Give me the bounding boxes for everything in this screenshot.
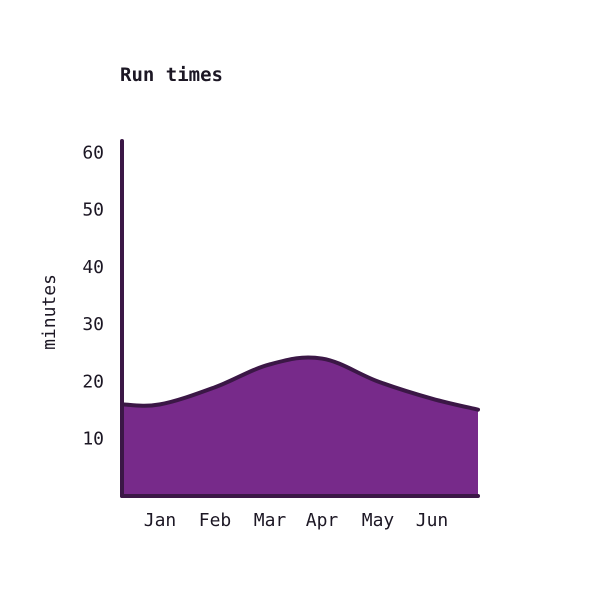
x-tick-label: Jan xyxy=(144,510,177,531)
y-tick-label: 20 xyxy=(82,371,104,392)
series-line xyxy=(120,355,480,412)
area-fill xyxy=(122,357,478,496)
chart-title: Run times xyxy=(120,64,223,86)
x-tick-label: Feb xyxy=(199,510,232,531)
y-tick-label: 30 xyxy=(82,314,104,335)
y-ticks-layer: 10 20 30 40 50 60 xyxy=(82,142,104,449)
y-tick-label: 40 xyxy=(82,257,104,278)
x-tick-label: May xyxy=(362,510,395,531)
y-tick-label: 50 xyxy=(82,200,104,221)
x-tick-label: Apr xyxy=(306,510,339,531)
axes-layer xyxy=(120,139,480,498)
y-tick-label: 60 xyxy=(82,142,104,163)
x-tick-label: Mar xyxy=(254,510,287,531)
y-axis-label: minutes xyxy=(39,274,60,350)
area-layer xyxy=(120,355,480,496)
y-tick-label: 10 xyxy=(82,429,104,450)
x-ticks-layer: Jan Feb Mar Apr May Jun xyxy=(144,510,449,531)
x-tick-label: Jun xyxy=(416,510,449,531)
